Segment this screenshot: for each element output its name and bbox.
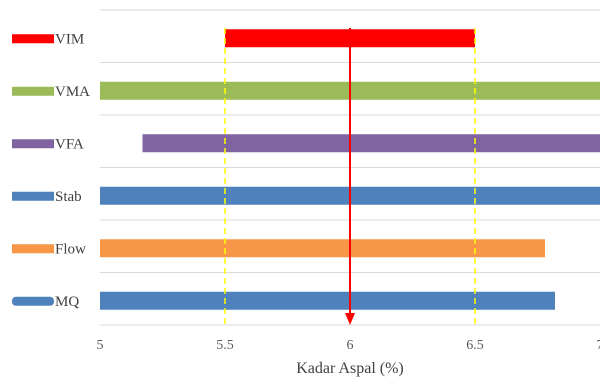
- legend-swatch-vma: [12, 86, 54, 96]
- legend-swatch-flow: [12, 244, 54, 254]
- legend-label-vfa: VFA: [55, 136, 84, 152]
- x-tick-label: 7: [597, 338, 600, 353]
- bar-flow: [100, 239, 545, 258]
- bar-vfa: [142, 134, 600, 153]
- x-tick-label: 6.5: [466, 338, 484, 353]
- x-tick-label: 5.5: [216, 338, 234, 353]
- legend-label-vma: VMA: [55, 84, 90, 100]
- x-axis-title: Kadar Aspal (%): [296, 360, 404, 377]
- legend-swatch-mq: [12, 296, 54, 306]
- optimum-arrow: [345, 28, 355, 325]
- x-tick-label: 6: [347, 338, 354, 353]
- x-tick-labels: 5 5.5 6 6.5 7: [97, 338, 600, 353]
- legend-label-vim: VIM: [55, 31, 84, 47]
- legend-swatch-vfa: [12, 139, 54, 149]
- bar-mq: [100, 291, 555, 310]
- legend-label-flow: Flow: [55, 241, 86, 257]
- legend: VIM VMA VFA Stab Flow MQ: [12, 31, 90, 310]
- legend-label-stab: Stab: [55, 189, 82, 205]
- legend-label-mq: MQ: [55, 294, 79, 310]
- legend-swatch-vim: [12, 34, 54, 44]
- arrow-head: [345, 313, 355, 325]
- legend-swatch-stab: [12, 191, 54, 201]
- x-tick-label: 5: [97, 338, 104, 353]
